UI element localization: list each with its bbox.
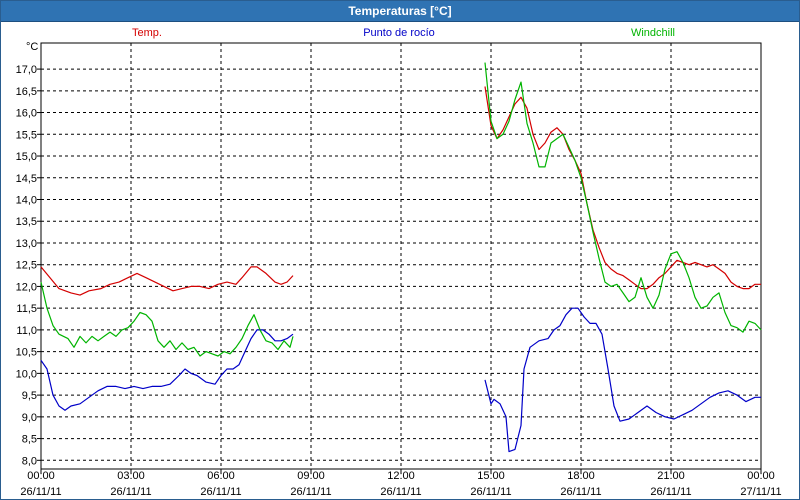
x-tick-time-label: 03:00 xyxy=(117,470,145,482)
x-tick-date-label: 26/11/11 xyxy=(560,486,601,498)
x-tick-time-label: 12:00 xyxy=(387,470,415,482)
x-tick-time-label: 18:00 xyxy=(567,470,595,482)
y-tick-label: 8,5 xyxy=(22,434,37,446)
y-tick-label: 13,0 xyxy=(16,238,37,250)
series-line-punto-de-rocio xyxy=(40,329,294,411)
y-tick-label: 15,5 xyxy=(16,129,37,141)
x-tick-time-label: 00:00 xyxy=(747,470,775,482)
y-tick-labels: 17,0 16,5 16,0 15,5 15,0 14,5 14,0 13,5 13,0 12,5… xyxy=(16,64,37,467)
y-tick-label: 10,5 xyxy=(16,347,37,359)
y-tick-label: 11,0 xyxy=(16,325,37,337)
x-tick-time-label: 21:00 xyxy=(657,470,685,482)
x-tick-date-label: 26/11/11 xyxy=(20,486,61,498)
x-tick-date-label: 26/11/11 xyxy=(200,486,241,498)
x-tick-labels: 00:00 26/11/11 03:00 26/11/11 06:00 26/11/11 0… xyxy=(20,470,781,498)
y-tick-label: 14,0 xyxy=(16,194,37,206)
y-tick-label: 9,0 xyxy=(22,412,37,424)
series-lines xyxy=(40,62,762,453)
temperature-chart: 17,0 16,5 16,0 15,5 15,0 14,5 14,0 13,5 13,0 12,5… xyxy=(16,27,782,498)
y-tick-label: 12,5 xyxy=(16,260,37,272)
y-tick-label: 13,5 xyxy=(16,216,37,228)
y-tick-label: 14,5 xyxy=(16,173,37,185)
x-tick-date-label: 27/11/11 xyxy=(740,486,781,498)
y-tick-label: 10,0 xyxy=(16,368,37,380)
series-line-windchill xyxy=(484,62,762,333)
plot-frame xyxy=(40,42,762,470)
y-tick-label: 16,0 xyxy=(16,108,37,120)
x-tick-date-label: 26/11/11 xyxy=(110,486,151,498)
x-tick-date-label: 26/11/11 xyxy=(470,486,511,498)
x-tick-date-label: 26/11/11 xyxy=(290,486,331,498)
y-tick-label: 11,5 xyxy=(16,303,37,315)
y-axis-unit: °C xyxy=(26,41,38,53)
x-tick-time-label: 15:00 xyxy=(477,470,505,482)
series-line-temp xyxy=(40,266,294,296)
y-tick-label: 8,0 xyxy=(22,455,37,467)
series-line-punto-de-rocio xyxy=(484,307,761,453)
window-title: Temperaturas [°C] xyxy=(1,1,799,22)
x-tick-date-label: 26/11/11 xyxy=(650,486,691,498)
axes xyxy=(40,42,762,470)
x-tick-date-label: 26/11/11 xyxy=(380,486,421,498)
legend-dew-point: Punto de rocío xyxy=(363,27,435,39)
legend-windchill: Windchill xyxy=(631,27,675,39)
x-tick-time-label: 06:00 xyxy=(207,470,235,482)
x-tick-time-label: 09:00 xyxy=(297,470,325,482)
y-tick-label: 9,5 xyxy=(22,390,37,402)
y-tick-label: 17,0 xyxy=(16,64,37,76)
x-tick-time-label: 00:00 xyxy=(27,470,55,482)
legend-temp: Temp. xyxy=(132,27,162,39)
y-tick-label: 16,5 xyxy=(16,86,37,98)
y-tick-label: 15,0 xyxy=(16,151,37,163)
series-line-temp xyxy=(484,86,761,290)
grid-lines xyxy=(37,43,762,473)
y-tick-label: 12,0 xyxy=(16,281,37,293)
series-line-windchill xyxy=(40,281,294,357)
